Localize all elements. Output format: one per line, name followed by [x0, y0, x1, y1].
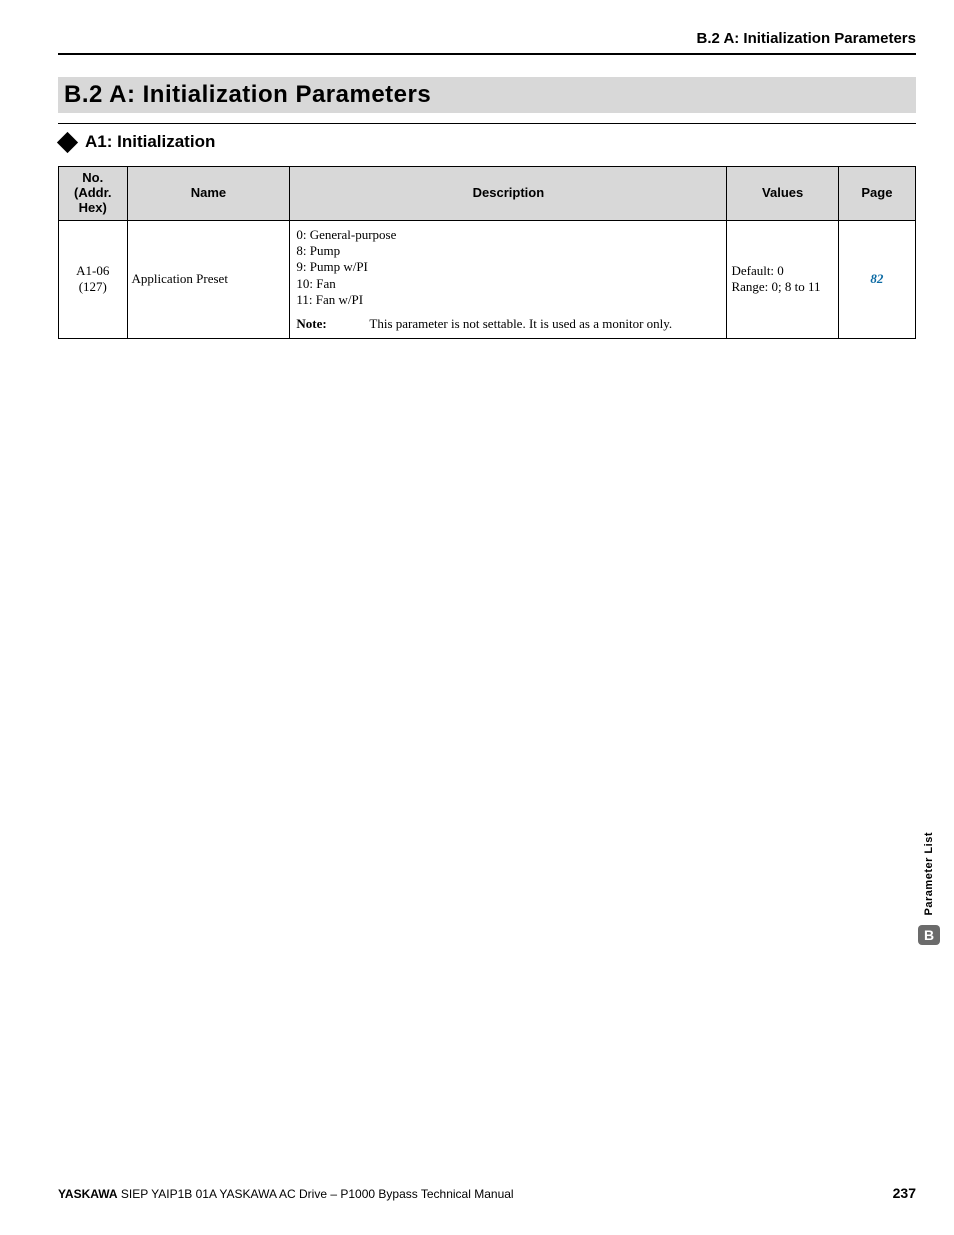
running-head: B.2 A: Initialization Parameters: [58, 30, 916, 55]
table-header-row: No. (Addr. Hex) Name Description Values …: [59, 167, 916, 221]
cell-page: 82: [838, 220, 915, 338]
diamond-icon: [57, 131, 78, 152]
values-range: Range: 0; 8 to 11: [731, 279, 833, 295]
cell-values: Default: 0 Range: 0; 8 to 11: [727, 220, 838, 338]
col-header-no-l3: Hex): [79, 200, 107, 215]
cell-description: 0: General-purpose 8: Pump 9: Pump w/PI …: [290, 220, 727, 338]
page-reference-link[interactable]: 82: [870, 271, 883, 286]
section-title: B.2 A: Initialization Parameters: [64, 81, 910, 109]
col-header-page: Page: [838, 167, 915, 221]
desc-item: 10: Fan: [296, 276, 720, 292]
cell-no: A1-06 (127): [59, 220, 128, 338]
table-row: A1-06 (127) Application Preset 0: Genera…: [59, 220, 916, 338]
values-default: Default: 0: [731, 263, 833, 279]
col-header-no: No. (Addr. Hex): [59, 167, 128, 221]
col-header-desc: Description: [290, 167, 727, 221]
page: B.2 A: Initialization Parameters B.2 A: …: [0, 0, 954, 1235]
desc-item: 0: General-purpose: [296, 227, 720, 243]
description-note: Note: This parameter is not settable. It…: [296, 316, 720, 332]
param-no: A1-06: [61, 263, 125, 279]
footer-page-number: 237: [893, 1185, 916, 1201]
subsection-header: A1: Initialization: [58, 132, 916, 152]
col-header-no-l1: No.: [82, 170, 103, 185]
cell-name: Application Preset: [127, 220, 290, 338]
desc-item: 9: Pump w/PI: [296, 259, 720, 275]
col-header-no-l2: (Addr.: [74, 185, 112, 200]
side-tab-badge: B: [918, 925, 940, 945]
horizontal-rule: [58, 123, 916, 124]
col-header-name: Name: [127, 167, 290, 221]
footer-doc-id: YASKAWA SIEP YAIP1B 01A YASKAWA AC Drive…: [58, 1187, 514, 1201]
subsection-title: A1: Initialization: [85, 132, 215, 152]
description-list: 0: General-purpose 8: Pump 9: Pump w/PI …: [296, 227, 720, 308]
note-label: Note:: [296, 316, 366, 332]
side-tab-label: Parameter List: [923, 832, 935, 915]
footer-doc-title: SIEP YAIP1B 01A YASKAWA AC Drive – P1000…: [118, 1187, 514, 1201]
page-footer: YASKAWA SIEP YAIP1B 01A YASKAWA AC Drive…: [58, 1185, 916, 1201]
col-header-values: Values: [727, 167, 838, 221]
footer-brand: YASKAWA: [58, 1187, 118, 1201]
desc-item: 8: Pump: [296, 243, 720, 259]
desc-item: 11: Fan w/PI: [296, 292, 720, 308]
section-title-band: B.2 A: Initialization Parameters: [58, 77, 916, 113]
side-tab: Parameter List B: [918, 832, 940, 945]
parameter-table: No. (Addr. Hex) Name Description Values …: [58, 166, 916, 339]
param-addr: (127): [61, 279, 125, 295]
note-text: This parameter is not settable. It is us…: [369, 316, 672, 331]
